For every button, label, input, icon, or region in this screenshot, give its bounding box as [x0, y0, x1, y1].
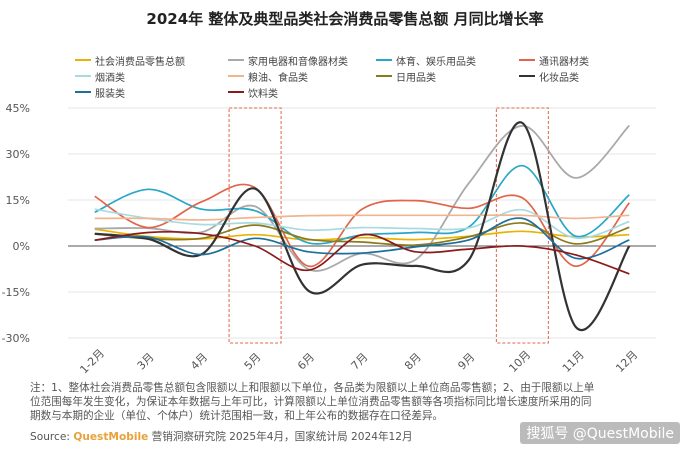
source-rest: 营销洞察研究院 2025年4月，国家统计局 2024年12月 — [148, 431, 413, 443]
legend-item: 烟酒类 — [75, 69, 125, 84]
line-chart: -30% -15% 0% 15% 30% 45% 1-2月 3月 4月 5月 6月 7月 8月 9月 10月… — [2, 102, 656, 377]
source-prefix: Source: — [30, 431, 74, 443]
legend-item: 日用品类 — [376, 69, 436, 84]
series-line — [94, 208, 630, 239]
legend-label: 服装类 — [95, 88, 125, 100]
series-line — [94, 230, 630, 275]
legend-item: 粮油、食品类 — [228, 69, 308, 84]
x-tick-label: 9月 — [455, 351, 477, 373]
legend-swatch — [228, 75, 244, 77]
footnote-line-2: 位范围每年发生变化，为保证本年数据与上年可比，计算限额以上单位消费品零售额等各项… — [30, 396, 592, 408]
legend-label: 通讯器材类 — [539, 56, 589, 68]
legend-label: 体育、娱乐用品类 — [396, 56, 476, 68]
legend-swatch — [75, 75, 91, 77]
watermark: 搜狐号 @QuestMobile — [520, 422, 680, 444]
legend-swatch — [519, 75, 535, 77]
footnote-line-1: 注：1、整体社会消费品零售总额包含限额以上和限额以下单位，各品类为限额以上单位商… — [30, 382, 595, 394]
legend-item: 饮料类 — [228, 85, 278, 100]
legend-item: 体育、娱乐用品类 — [376, 53, 476, 68]
legend-label: 社会消费品零售总额 — [95, 56, 185, 68]
chart-title: 2024年 整体及典型品类社会消费品零售总额 月同比增长率 — [146, 10, 544, 28]
source-brand: QuestMobile — [73, 431, 149, 443]
source-line: Source: QuestMobile 营销洞察研究院 2025年4月，国家统计… — [30, 429, 413, 444]
legend-label: 粮油、食品类 — [248, 72, 308, 84]
x-tick-label: 1-2月 — [77, 347, 107, 377]
legend-label: 饮料类 — [248, 88, 278, 100]
legend-swatch — [228, 59, 244, 61]
series-line — [94, 217, 630, 260]
legend-item: 化妆品类 — [519, 69, 579, 84]
legend-item: 家用电器和音像器材类 — [228, 53, 348, 68]
legend-swatch — [376, 59, 392, 61]
legend-item: 服装类 — [75, 85, 125, 100]
series-line — [94, 183, 630, 268]
legend-swatch — [75, 91, 91, 93]
x-tick-label: 5月 — [242, 351, 264, 373]
x-tick-label: 12月 — [613, 348, 640, 375]
legend-item: 社会消费品零售总额 — [75, 53, 185, 68]
legend-label: 日用品类 — [396, 72, 436, 84]
y-tick-label: 30% — [6, 148, 30, 161]
x-tick-label: 4月 — [188, 351, 210, 373]
x-tick-label: 11月 — [560, 348, 587, 375]
legend-swatch — [519, 59, 535, 61]
legend-item: 通讯器材类 — [519, 53, 589, 68]
legend-label: 烟酒类 — [95, 72, 125, 84]
x-tick-label: 8月 — [402, 351, 424, 373]
x-tick-label: 3月 — [135, 351, 157, 373]
legend-swatch — [75, 59, 91, 61]
series-line — [94, 124, 630, 272]
y-tick-label: -30% — [2, 332, 30, 345]
y-tick-label: -15% — [2, 286, 30, 299]
y-tick-label: 15% — [6, 194, 30, 207]
y-tick-label: 0% — [13, 240, 30, 253]
highlight-box — [228, 107, 282, 344]
legend-label: 家用电器和音像器材类 — [248, 56, 348, 68]
chart-legend: 社会消费品零售总额 家用电器和音像器材类 体育、娱乐用品类 通讯器材类烟酒类 粮油、食品… — [0, 0, 690, 100]
y-tick-label: 45% — [6, 102, 30, 115]
legend-swatch — [376, 75, 392, 77]
x-tick-label: 6月 — [295, 351, 317, 373]
legend-swatch — [228, 91, 244, 93]
x-tick-label: 10月 — [506, 348, 533, 375]
series-line — [94, 214, 630, 221]
legend-label: 化妆品类 — [539, 72, 579, 84]
series-line — [94, 121, 631, 332]
x-tick-label: 7月 — [349, 351, 371, 373]
footnote-line-3: 期数与本期的企业（单位、个体户）统计范围相一致，和上年公布的数据存在口径差异。 — [30, 410, 444, 422]
